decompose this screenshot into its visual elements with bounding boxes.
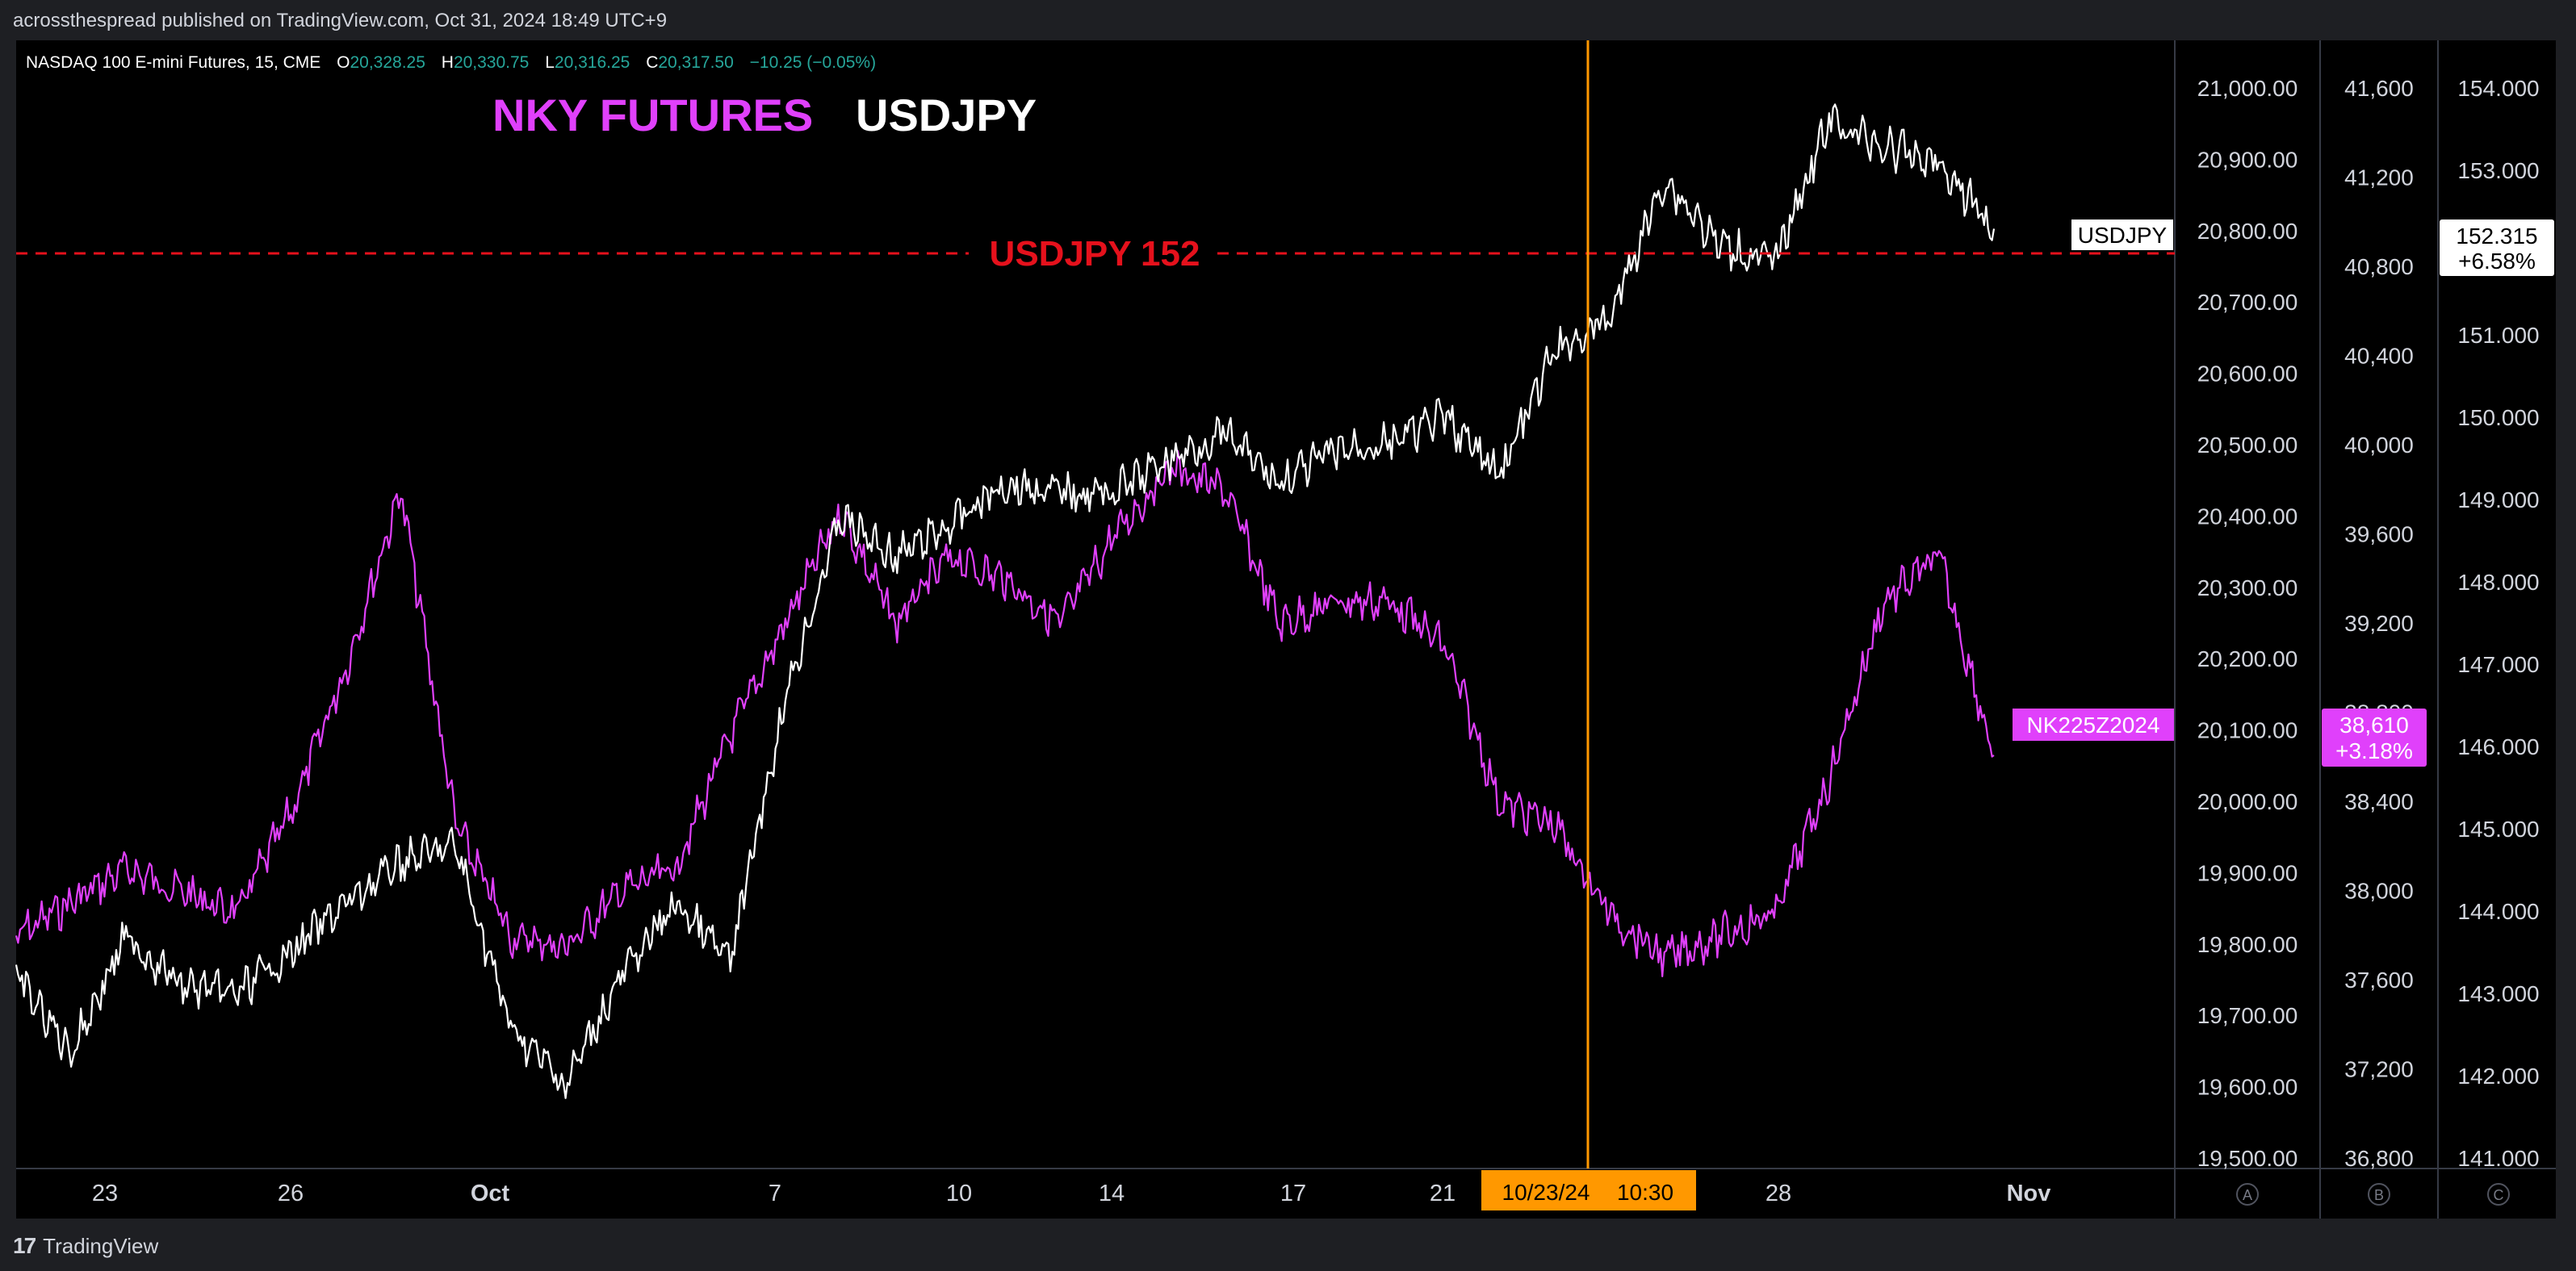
- footer: 17 TradingView: [0, 1219, 2576, 1271]
- x-tick-14: 14: [1099, 1181, 1125, 1206]
- axis-a-tick: 20,600.00: [2197, 362, 2298, 387]
- legend-open-label: O: [337, 53, 350, 72]
- legend-close-label: C: [646, 53, 658, 72]
- nk-last-change: +3.18%: [2335, 738, 2413, 763]
- axis-b-tick: 39,600: [2344, 522, 2414, 547]
- axis-c-tick: 148.000: [2457, 570, 2539, 595]
- tradingview-logo-icon: 17: [13, 1233, 36, 1258]
- axis-c-tick: 143.000: [2457, 981, 2539, 1006]
- axis-b-tick: 40,400: [2344, 344, 2414, 369]
- axis-a-tick: 20,700.00: [2197, 290, 2298, 315]
- x-tick-nov: Nov: [2007, 1181, 2051, 1206]
- axis-badge-label: C: [2494, 1187, 2504, 1203]
- axis-b-tick: 38,400: [2344, 789, 2414, 814]
- axis-a-tick: 20,200.00: [2197, 646, 2298, 671]
- legend-open-value: 20,328.25: [350, 53, 425, 72]
- x-tick-oct: Oct: [471, 1181, 510, 1206]
- axis-c-tick: 151.000: [2457, 323, 2539, 348]
- axis-b-tick: 37,600: [2344, 968, 2414, 993]
- publish-info: acrossthespread published on TradingView…: [13, 10, 668, 31]
- axis-b-tick: 39,200: [2344, 611, 2414, 636]
- crosshair-date: 10/23/24: [1502, 1180, 1590, 1205]
- crosshair-time: 10:30: [1617, 1180, 1673, 1205]
- legend-close-value: 20,317.50: [658, 53, 733, 72]
- axis-a-tick: 19,600.00: [2197, 1075, 2298, 1100]
- crosshair-date-badge: [1481, 1170, 1696, 1210]
- legend-change: −10.25 (−0.05%): [750, 53, 876, 72]
- x-tick-7: 7: [769, 1181, 781, 1206]
- axis-b-tick: 41,200: [2344, 165, 2414, 190]
- axis-b-tick: 40,800: [2344, 254, 2414, 279]
- nk-price-badge: [2322, 709, 2427, 767]
- usdjpy-last-change: +6.58%: [2458, 249, 2536, 274]
- axis-a-tick: 21,000.00: [2197, 76, 2298, 101]
- x-tick-23: 23: [92, 1181, 118, 1206]
- axis-c-tick: 150.000: [2457, 405, 2539, 430]
- axis-badge-label: A: [2243, 1187, 2252, 1203]
- legend-symbol: NASDAQ 100 E-mini Futures, 15, CME: [26, 53, 320, 72]
- axis-a-tick: 20,500.00: [2197, 433, 2298, 458]
- axis-b-tick: 41,600: [2344, 76, 2414, 101]
- axis-c-tick: 149.000: [2457, 487, 2539, 512]
- title-usdjpy: USDJPY: [856, 90, 1037, 140]
- x-tick-10: 10: [946, 1181, 972, 1206]
- axis-c-tick: 153.000: [2457, 158, 2539, 183]
- axis-a-tick: 20,000.00: [2197, 789, 2298, 814]
- axis-c-tick: 142.000: [2457, 1064, 2539, 1089]
- axis-a-tick: 19,500.00: [2197, 1146, 2298, 1171]
- axis-a-tick: 20,400.00: [2197, 504, 2298, 529]
- usdjpy-tag-bg: [2071, 219, 2173, 250]
- axis-c-tick: 147.000: [2457, 652, 2539, 677]
- axis-c-tick: 144.000: [2457, 899, 2539, 924]
- axis-a-tick: 20,800.00: [2197, 219, 2298, 244]
- legend-row: NASDAQ 100 E-mini Futures, 15, CME O20,3…: [26, 53, 876, 72]
- chart[interactable]: NASDAQ 100 E-mini Futures, 15, CME O20,3…: [0, 40, 2576, 1219]
- axis-c-tick: 154.000: [2457, 76, 2539, 101]
- axis-a-tick: 19,800.00: [2197, 932, 2298, 957]
- usdjpy-last-value: 152.315: [2456, 224, 2537, 249]
- legend-low-label: L: [545, 53, 555, 72]
- axis-a-tick: 20,300.00: [2197, 575, 2298, 600]
- usdjpy-tag: USDJPY: [2078, 223, 2168, 248]
- axis-a-tick: 20,900.00: [2197, 147, 2298, 172]
- nk-tag-bg: [2013, 709, 2174, 741]
- axis-badge-b: [2368, 1183, 2390, 1206]
- axis-b-tick: 37,200: [2344, 1057, 2414, 1082]
- axis-a-tick: 19,900.00: [2197, 860, 2298, 885]
- tradingview-logo[interactable]: 17 TradingView: [13, 1233, 158, 1259]
- title-nky-futures: NKY FUTURES: [492, 90, 813, 140]
- series-layer: [15, 103, 1996, 1099]
- nk-last-value: 38,610: [2339, 713, 2409, 738]
- x-tick-17: 17: [1280, 1181, 1306, 1206]
- nky-series-line: [15, 449, 1995, 977]
- axis-badge-c: [2487, 1183, 2510, 1206]
- axis-badge-a: [2236, 1183, 2259, 1206]
- publish-header: acrossthespread published on TradingView…: [0, 0, 2576, 42]
- legend-high-value: 20,330.75: [454, 53, 529, 72]
- legend-low-value: 20,316.25: [555, 53, 630, 72]
- axis-c-tick: 145.000: [2457, 817, 2539, 842]
- usdjpy-series-line: [15, 103, 1996, 1099]
- axis-a-tick: 19,700.00: [2197, 1003, 2298, 1028]
- axis-c-tick: 146.000: [2457, 734, 2539, 759]
- usdjpy-152-label: USDJPY 152: [990, 234, 1200, 274]
- axis-b-tick: 38,000: [2344, 879, 2414, 904]
- axis-b-tick: 36,800: [2344, 1146, 2414, 1171]
- axis-b-tick: 40,000: [2344, 433, 2414, 458]
- hline-label-bg: [969, 229, 1211, 278]
- x-tick-26: 26: [278, 1181, 304, 1206]
- nk-tag: NK225Z2024: [2026, 713, 2159, 738]
- usdjpy-price-badge: [2440, 219, 2554, 276]
- tradingview-brand: TradingView: [43, 1233, 159, 1258]
- axis-c-tick: 141.000: [2457, 1146, 2539, 1171]
- x-tick-28: 28: [1766, 1181, 1791, 1206]
- legend-high-label: H: [442, 53, 454, 72]
- axis-a-tick: 20,100.00: [2197, 718, 2298, 743]
- x-tick-21: 21: [1430, 1181, 1456, 1206]
- axis-badge-label: B: [2374, 1187, 2384, 1203]
